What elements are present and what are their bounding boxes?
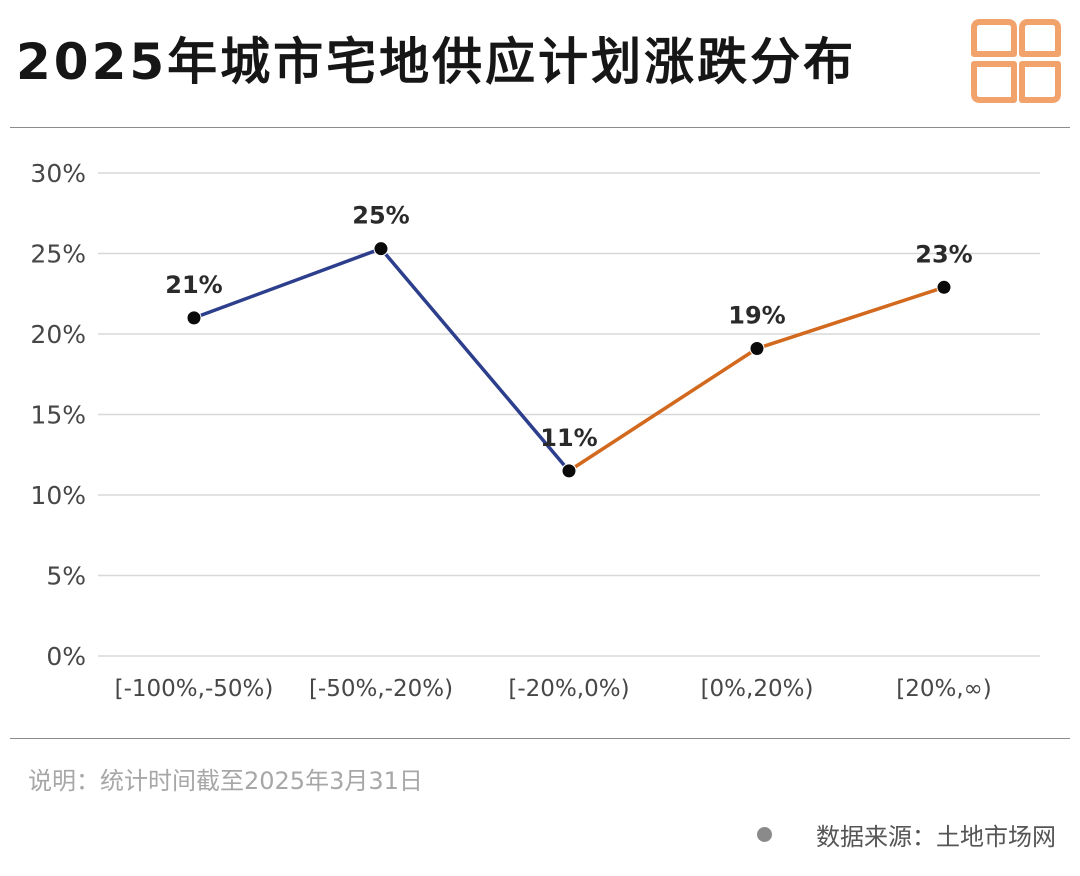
data-source-text: 数据来源：土地市场网 <box>816 823 1056 851</box>
data-point <box>749 340 765 356</box>
data-source: 数据来源：土地市场网 <box>757 817 1056 852</box>
x-tick-label: [-20%,0%) <box>508 676 629 702</box>
y-tick-label: 25% <box>30 240 86 269</box>
data-point <box>186 310 202 326</box>
data-label: 11% <box>540 424 597 452</box>
y-tick-label: 15% <box>30 401 86 430</box>
x-tick-label: [-50%,-20%) <box>309 676 453 702</box>
data-point <box>561 463 577 479</box>
series-line <box>193 246 571 472</box>
y-tick-label: 0% <box>46 642 86 671</box>
y-tick-label: 10% <box>30 481 86 510</box>
y-tick-label: 5% <box>46 562 86 591</box>
footer-divider <box>10 738 1070 739</box>
y-tick-label: 20% <box>30 320 86 349</box>
footnote: 说明：统计时间截至2025年3月31日 <box>28 767 423 795</box>
data-point <box>936 279 952 295</box>
x-tick-label: [-100%,-50%) <box>115 676 274 702</box>
bullet-icon <box>757 827 772 842</box>
data-point <box>373 241 389 257</box>
data-label: 21% <box>165 271 222 299</box>
data-label: 19% <box>728 301 785 329</box>
y-tick-label: 30% <box>30 159 86 188</box>
brand-logo-icon <box>971 19 1061 103</box>
x-tick-label: [0%,20%) <box>701 676 814 702</box>
chart-title: 2025年城市宅地供应计划涨跌分布 <box>16 33 857 91</box>
x-tick-label: [20%,∞) <box>896 676 992 702</box>
data-label: 23% <box>915 240 972 268</box>
header-divider <box>10 127 1070 128</box>
data-label: 25% <box>352 202 409 230</box>
